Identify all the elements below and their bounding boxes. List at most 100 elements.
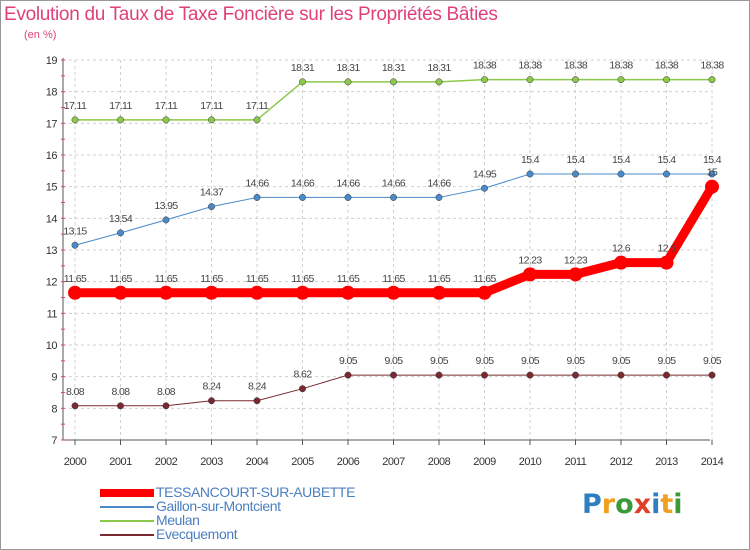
data-label: 17.11 (200, 100, 223, 112)
data-label: 18.38 (609, 60, 633, 72)
data-point (208, 203, 215, 211)
data-point (432, 285, 446, 300)
data-label: 18.31 (291, 62, 315, 74)
series-layer (68, 76, 719, 410)
data-label: 9.05 (612, 355, 631, 367)
data-point (435, 78, 443, 86)
data-label: 14.66 (382, 177, 406, 189)
x-tick-label: 2011 (565, 456, 587, 468)
data-label: 8.08 (111, 386, 130, 398)
data-point (253, 193, 261, 201)
legend-swatch (100, 520, 154, 522)
y-tick-label: 19 (46, 55, 58, 67)
y-tick-label: 13 (46, 245, 58, 257)
data-label: 14.37 (200, 187, 224, 199)
data-label: 14.66 (245, 177, 269, 189)
data-point (341, 285, 355, 300)
data-label: 18.38 (655, 60, 679, 72)
data-point (208, 116, 215, 124)
x-tick-label: 2000 (64, 456, 87, 468)
legend-label: Evecquemont (156, 526, 238, 542)
data-point (386, 285, 401, 300)
data-label: 13.54 (109, 213, 133, 225)
data-point (481, 76, 488, 84)
proxiti-logo: Proxiti (582, 489, 683, 520)
x-tick-label: 2007 (382, 456, 405, 468)
logo-letter: x (633, 489, 652, 520)
data-label: 11.65 (155, 273, 178, 285)
data-point (390, 193, 397, 201)
data-point (250, 285, 264, 300)
y-tick-label: 14 (46, 213, 58, 225)
data-point (435, 193, 443, 201)
data-point (299, 193, 306, 201)
x-tick-label: 2002 (155, 456, 178, 468)
data-point (299, 78, 306, 86)
data-label: 9.05 (703, 355, 722, 367)
data-label: 11.65 (200, 273, 223, 285)
data-label: 11.65 (246, 273, 269, 285)
y-tick-label: 9 (51, 372, 57, 384)
data-label: 18.31 (382, 62, 406, 74)
data-label: 14.66 (291, 177, 315, 189)
y-tick-label: 11 (47, 308, 58, 320)
legend-label: Meulan (156, 512, 200, 528)
data-label: 11.65 (428, 273, 451, 285)
data-point (617, 170, 625, 178)
y-tick-label: 18 (46, 87, 58, 99)
data-point (663, 170, 670, 178)
data-point (71, 241, 79, 249)
legend-label: Gaillon-sur-Montcient (156, 498, 281, 514)
data-point (526, 170, 534, 178)
data-point (344, 371, 352, 379)
data-point (663, 371, 670, 379)
data-label: 13.15 (63, 225, 87, 237)
x-tick-label: 2012 (610, 456, 633, 468)
data-point (614, 255, 628, 270)
y-tick-label: 10 (46, 340, 58, 352)
data-label: 14.95 (473, 168, 497, 180)
data-point (435, 371, 443, 379)
x-tick-label: 2013 (655, 456, 678, 468)
data-label: 12.23 (518, 254, 542, 266)
data-label: 12.6 (657, 243, 676, 255)
data-label: 18.38 (700, 60, 724, 72)
data-point (68, 285, 82, 300)
data-label: 15 (707, 167, 718, 179)
data-point (344, 193, 352, 201)
data-point (481, 371, 488, 379)
data-label: 11.65 (337, 273, 360, 285)
data-point (659, 255, 674, 270)
data-label: 18.31 (336, 62, 360, 74)
data-point (295, 285, 310, 300)
x-tick-label: 2003 (200, 456, 223, 468)
data-point (663, 76, 670, 84)
data-point (390, 371, 397, 379)
data-label: 14.66 (427, 177, 451, 189)
y-axis-unit: (en %) (24, 29, 57, 41)
data-label: 11.65 (382, 273, 405, 285)
data-label: 17.11 (155, 100, 178, 112)
data-label: 9.05 (475, 355, 494, 367)
data-label: 17.11 (109, 100, 132, 112)
x-tick-label: 2006 (337, 456, 360, 468)
data-point (572, 371, 579, 379)
y-tick-label: 7 (51, 435, 57, 447)
data-point (708, 170, 716, 178)
data-point (526, 371, 534, 379)
data-label: 15.4 (703, 154, 722, 166)
data-label: 8.08 (157, 386, 176, 398)
data-point (568, 267, 583, 282)
data-label: 11.65 (291, 273, 314, 285)
data-point (71, 402, 79, 410)
legend-label: TESSANCOURT-SUR-AUBETTE (156, 484, 356, 500)
y-tick-label: 17 (46, 118, 58, 130)
data-label: 9.05 (657, 355, 676, 367)
data-point (208, 397, 215, 405)
legend-swatch (100, 534, 154, 536)
data-point (253, 116, 261, 124)
x-tick-label: 2008 (428, 456, 451, 468)
data-label: 11.65 (109, 273, 132, 285)
data-point (390, 78, 397, 86)
axis-layer: 7 8 9 10 11 12 13 14 15 16 17 18 19 2000 2001 2002 2003 2… (46, 55, 724, 468)
